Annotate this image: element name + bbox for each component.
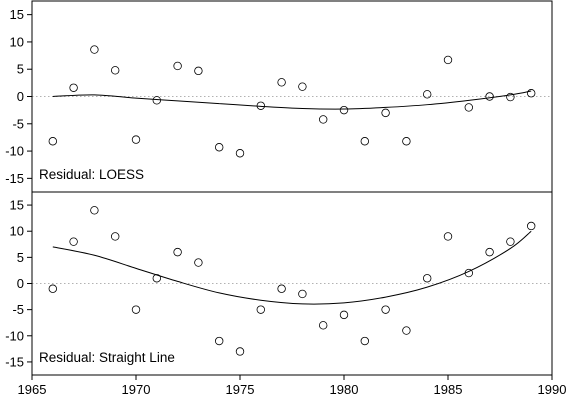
loess-residual-point-1989	[527, 89, 536, 98]
line-residual-point-1977	[277, 284, 286, 293]
straight-line-residual-panel: -15 -10 -5 0 5 10 15 1965 1970 1975 1980 1985 1990 Re…	[5, 191, 567, 397]
line-x-tick-label: 1970	[122, 382, 151, 397]
line-residual-point-1978	[298, 289, 307, 299]
line-residual-point-1976	[256, 305, 265, 314]
line-residual-point-1984	[423, 274, 432, 283]
loess-residual-point-1969	[110, 66, 120, 75]
loess-panel-label: Residual: LOESS	[39, 167, 144, 182]
loess-residual-point-1970	[131, 135, 141, 144]
line-y-tick-label: 0	[17, 276, 24, 291]
line-x-tick-label: 1980	[330, 382, 359, 397]
line-residual-point-1967	[69, 237, 78, 246]
loess-residual-point-1983	[402, 137, 411, 146]
line-residual-point-1983	[402, 326, 411, 335]
loess-residual-panel: -15 -10 -5 0 5 10 15 Residual: LOESS	[5, 0, 553, 193]
loess-residual-point-1973	[194, 66, 203, 76]
loess-fit-curve	[52, 90, 532, 110]
line-y-tick-label: 15	[10, 198, 24, 213]
loess-residual-point-1975	[235, 149, 245, 158]
loess-y-tick-label: -15	[5, 171, 24, 186]
line-y-tick-label: -15	[5, 354, 24, 369]
loess-residual-point-1974	[214, 143, 224, 152]
line-residual-point-1974	[214, 336, 224, 346]
line-residual-point-1988	[506, 237, 515, 246]
loess-residual-point-1982	[381, 108, 390, 118]
loess-residual-point-1984	[423, 90, 432, 99]
line-x-tick-label: 1975	[226, 382, 255, 397]
line-residual-point-1970	[131, 305, 141, 314]
line-residual-point-1972	[173, 247, 182, 257]
line-residual-point-1981	[360, 336, 369, 346]
loess-residual-point-1972	[173, 61, 182, 71]
line-residual-point-1968	[90, 206, 99, 215]
loess-residual-point-1988	[506, 92, 515, 102]
loess-y-tick-label: -10	[5, 144, 24, 159]
loess-residual-point-1977	[277, 78, 286, 87]
loess-residual-point-1981	[360, 137, 369, 146]
line-residual-point-1987	[485, 247, 494, 257]
loess-residual-point-1979	[319, 115, 328, 124]
loess-y-tick-label: 15	[10, 7, 24, 22]
loess-residual-point-1966	[48, 137, 57, 146]
loess-y-tick-label: 10	[10, 34, 24, 49]
line-y-tick-label: -5	[12, 302, 24, 317]
loess-residual-point-1978	[298, 82, 307, 91]
line-residual-point-1979	[319, 321, 328, 330]
line-residual-point-1971	[152, 274, 161, 283]
line-panel-label: Residual: Straight Line	[39, 350, 175, 365]
loess-y-tick-label: -5	[12, 116, 24, 131]
line-residual-point-1985	[443, 232, 453, 241]
loess-residual-point-1976	[256, 101, 265, 110]
line-y-tick-label: -10	[5, 328, 24, 343]
loess-residual-point-1985	[443, 55, 453, 65]
line-y-tick-label: 10	[10, 224, 24, 239]
line-y-tick-label: 5	[17, 250, 24, 265]
line-residual-point-1980	[339, 310, 349, 320]
loess-y-tick-label: 5	[17, 62, 24, 77]
loess-residual-point-1967	[69, 83, 78, 92]
line-residual-point-1966	[48, 284, 57, 293]
loess-residual-point-1987	[485, 92, 494, 101]
loess-residual-point-1980	[339, 105, 349, 115]
line-residual-point-1969	[110, 232, 120, 241]
line-residual-point-1975	[235, 347, 245, 356]
line-residual-point-1986	[464, 268, 473, 278]
loess-residual-point-1971	[152, 96, 161, 105]
line-x-tick-label: 1990	[538, 382, 567, 397]
line-residual-point-1989	[527, 221, 536, 231]
line-residual-point-1982	[381, 305, 390, 314]
line-residual-point-1973	[194, 258, 203, 267]
loess-y-tick-label: 0	[17, 89, 24, 104]
line-fit-curve	[52, 230, 532, 305]
loess-residual-point-1968	[90, 45, 99, 54]
line-x-tick-label: 1985	[434, 382, 463, 397]
line-x-tick-label: 1965	[18, 382, 47, 397]
loess-residual-point-1986	[464, 103, 473, 112]
